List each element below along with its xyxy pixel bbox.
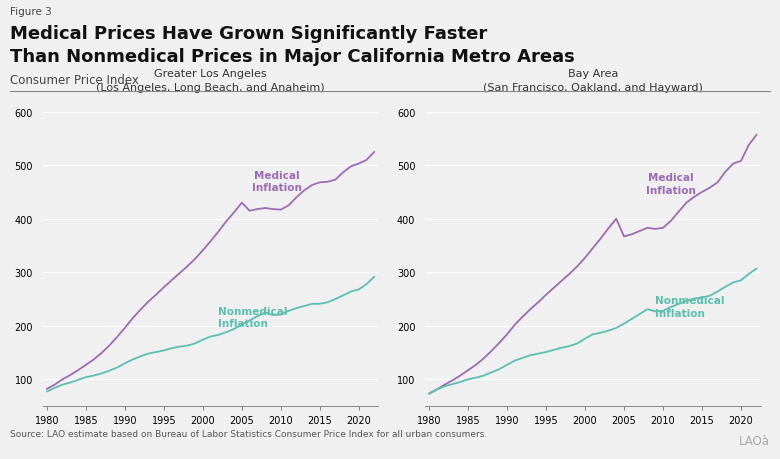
- Text: Source: LAO estimate based on Bureau of Labor Statistics Consumer Price Index fo: Source: LAO estimate based on Bureau of …: [10, 429, 488, 438]
- Text: Than Nonmedical Prices in Major California Metro Areas: Than Nonmedical Prices in Major Californ…: [10, 48, 575, 66]
- Title: Bay Area
(San Francisco, Oakland, and Hayward): Bay Area (San Francisco, Oakland, and Ha…: [483, 69, 703, 93]
- Text: Nonmedical
Inflation: Nonmedical Inflation: [218, 307, 288, 329]
- Text: Nonmedical
Inflation: Nonmedical Inflation: [655, 296, 725, 318]
- Text: LAOà: LAOà: [739, 435, 770, 448]
- Text: Medical
Inflation: Medical Inflation: [252, 170, 302, 192]
- Text: Consumer Price Index: Consumer Price Index: [10, 73, 139, 86]
- Title: Greater Los Angeles
(Los Angeles, Long Beach, and Anaheim): Greater Los Angeles (Los Angeles, Long B…: [96, 69, 325, 93]
- Text: Medical Prices Have Grown Significantly Faster: Medical Prices Have Grown Significantly …: [10, 25, 488, 43]
- Text: Figure 3: Figure 3: [10, 7, 52, 17]
- Text: Medical
Inflation: Medical Inflation: [646, 173, 696, 195]
